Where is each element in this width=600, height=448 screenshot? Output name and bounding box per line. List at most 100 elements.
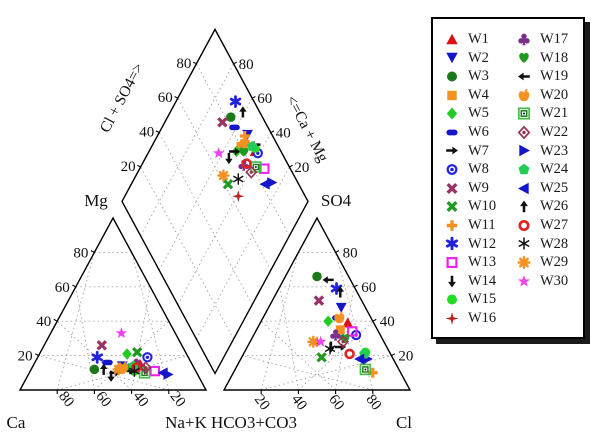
legend-item-W9: W9	[443, 179, 515, 198]
anion-top-label: SO4	[321, 191, 352, 210]
marker-W12-cation	[91, 350, 103, 364]
legend-item-W24: W24	[515, 160, 583, 179]
legend-marker-W27-icon	[518, 219, 530, 231]
legend-label: W21	[540, 105, 569, 122]
cation-mg-tick: 80	[73, 245, 88, 261]
legend-marker-W20-icon	[518, 88, 530, 101]
legend-label: W7	[468, 142, 489, 159]
anion-so4-tick: 60	[361, 280, 376, 296]
cation-ca-tick: 60	[92, 389, 114, 411]
legend-marker-W25-icon	[518, 182, 529, 194]
marker-W26-diamond	[239, 106, 247, 118]
marker-W10-cation	[131, 346, 143, 358]
marker-W30-diamond	[212, 147, 225, 159]
diamond-clso4-tick: 80	[176, 56, 191, 72]
anion-cl-tick: 80	[362, 392, 384, 414]
marker-W4-diamond	[236, 141, 246, 151]
legend-label: W17	[540, 31, 569, 48]
marker-W13-anion	[347, 326, 358, 337]
anion-so4-tick: 20	[398, 349, 413, 365]
marker-W22-diamond	[245, 165, 258, 179]
marker-W8-cation	[142, 352, 153, 363]
marker-W7-diamond	[228, 147, 241, 156]
legend-item-W3: W3	[443, 67, 515, 86]
marker-W18-diamond	[239, 147, 249, 157]
legend-marker-W5-icon	[446, 107, 458, 120]
anion-bottom-right-label: Cl	[396, 413, 412, 432]
legend-item-W29: W29	[515, 253, 583, 272]
legend: W1 W2 W3 W4 W5 W6 W7 W8 W9 W10 W11 W12 W13 W14 W15 W16 …	[431, 17, 585, 339]
legend-label: W22	[540, 124, 569, 141]
marker-W26-cation	[99, 363, 108, 375]
legend-marker-W21-icon	[517, 107, 531, 120]
marker-W17-anion	[330, 329, 342, 341]
marker-W24-diamond	[246, 140, 258, 151]
legend-marker-W15-icon	[447, 294, 457, 305]
marker-W2-anion	[335, 302, 347, 313]
marker-W27-diamond	[241, 158, 252, 169]
legend-label: W3	[468, 68, 489, 85]
legend-item-W15: W15	[443, 290, 515, 309]
marker-W16-diamond	[232, 190, 245, 203]
marker-W25-anion	[354, 353, 365, 365]
legend-label: W6	[468, 124, 489, 141]
legend-label: W9	[468, 179, 489, 196]
marker-W27-anion	[344, 348, 355, 360]
legend-marker-W7-icon	[446, 146, 458, 155]
marker-W5-cation	[122, 348, 132, 360]
legend-item-W14: W14	[443, 272, 515, 291]
legend-label: W8	[468, 161, 489, 178]
legend-label: W10	[468, 198, 497, 215]
marker-W22-anion	[336, 335, 350, 349]
marker-W1-anion	[342, 317, 354, 328]
diamond-camg-tick: 80	[239, 57, 254, 73]
legend-marker-W17-icon	[518, 33, 530, 46]
legend-label: W11	[468, 216, 496, 233]
marker-W12-diamond	[229, 95, 242, 109]
legend-marker-W1-icon	[446, 33, 458, 44]
marker-W14-diamond	[225, 152, 233, 165]
legend-label: W4	[468, 86, 489, 103]
diamond-camg-tick: 40	[276, 126, 291, 142]
legend-label: W14	[468, 272, 497, 289]
legend-label: W28	[540, 235, 569, 252]
marker-W30-cation	[115, 327, 128, 339]
marker-W14-cation	[107, 370, 115, 382]
marker-W5-anion	[323, 315, 334, 327]
legend-column-1: W1 W2 W3 W4 W5 W6 W7 W8 W9 W10 W11 W12 W13 W14 W15 W16	[443, 30, 515, 337]
marker-W9-cation	[96, 340, 108, 351]
marker-W3-anion	[312, 271, 322, 282]
marker-W28-diamond	[233, 173, 244, 185]
legend-marker-W4-icon	[447, 90, 457, 100]
marker-W4-anion	[335, 325, 345, 335]
diamond-camg-tick: 20	[294, 160, 309, 176]
legend-item-W30: W30	[515, 272, 583, 291]
legend-item-W4: W4	[443, 86, 515, 105]
legend-item-W1: W1	[443, 30, 515, 49]
legend-label: W29	[540, 254, 569, 271]
legend-label: W20	[540, 86, 569, 103]
legend-label: W30	[540, 272, 569, 289]
marker-W6-diamond	[229, 124, 240, 131]
legend-item-W7: W7	[443, 142, 515, 161]
legend-label: W24	[540, 161, 569, 178]
marker-W20-anion	[334, 311, 345, 324]
marker-W20-diamond	[239, 136, 250, 149]
marker-W11-diamond	[239, 131, 250, 141]
marker-W13-cation	[149, 365, 161, 377]
legend-marker-W26-icon	[520, 200, 528, 213]
legend-label: W19	[540, 68, 569, 85]
marker-W29-diamond	[217, 169, 230, 182]
legend-item-W26: W26	[515, 197, 583, 216]
legend-label: W1	[468, 31, 489, 48]
marker-W28-anion	[324, 343, 336, 355]
legend-marker-W16-icon	[445, 311, 459, 325]
cation-ca-tick: 40	[129, 389, 151, 411]
legend-marker-W3-icon	[447, 71, 457, 82]
cation-bottom-right-label: Na+K	[165, 413, 207, 432]
marker-W22-cation	[139, 361, 152, 375]
marker-W25-cation	[157, 367, 168, 379]
legend-item-W21: W21	[515, 104, 583, 123]
marker-W28-cation	[129, 365, 140, 377]
